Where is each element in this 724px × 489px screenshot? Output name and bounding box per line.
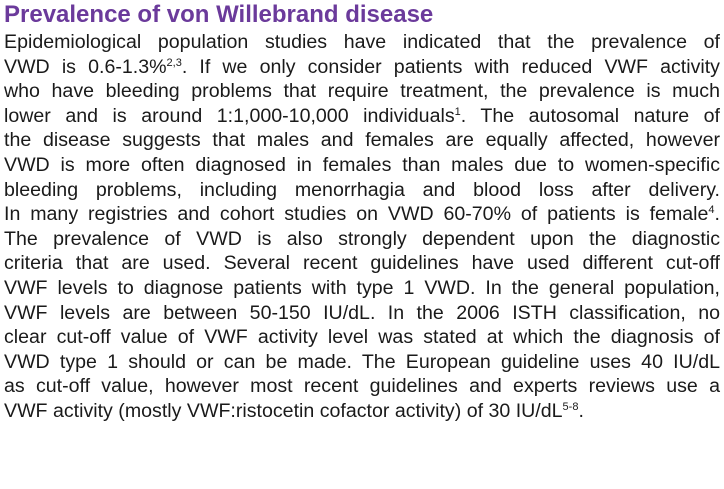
text-run: as cut-off value, however most recent gu…: [4, 375, 720, 398]
text-run: VWD is more often diagnosed in females t…: [4, 153, 720, 176]
paragraph-line: In many registries and cohort studies on…: [4, 202, 720, 227]
text-run: criteria that are used. Several recent g…: [4, 252, 720, 275]
text-run: .: [714, 203, 720, 226]
text-run: In many registries and cohort studies on…: [4, 203, 709, 226]
text-run: bleeding problems, including menorrhagia…: [4, 178, 720, 201]
citation-superscript: 4: [708, 204, 715, 217]
text-run: clear cut-off value of VWF activity leve…: [4, 326, 720, 349]
paragraph-line: VWF activity (mostly VWF:ristocetin cofa…: [4, 399, 720, 424]
text-run: VWF activity (mostly VWF:ristocetin cofa…: [4, 399, 563, 422]
paragraph-line: as cut-off value, however most recent gu…: [4, 374, 720, 399]
text-run: the disease suggests that males and fema…: [4, 129, 720, 152]
text-run: The prevalence of VWD is also strongly d…: [4, 227, 720, 250]
citation-superscript: 1: [454, 105, 461, 118]
text-run: .: [578, 399, 584, 422]
text-run: VWD type 1 should or can be made. The Eu…: [4, 350, 720, 373]
paragraph-line: VWD is more often diagnosed in females t…: [4, 153, 720, 178]
text-run: Epidemiological population studies have …: [4, 31, 720, 53]
text-run: VWF levels are between 50-150 IU/dL. In …: [4, 301, 720, 324]
paragraph-line: bleeding problems, including menorrhagia…: [4, 178, 720, 203]
paragraph-line: The prevalence of VWD is also strongly d…: [4, 227, 720, 252]
text-run: lower and is around 1:1,000-10,000 indiv…: [4, 104, 455, 127]
text-run: . If we only consider patients with redu…: [181, 55, 720, 78]
paragraph-line: lower and is around 1:1,000-10,000 indiv…: [4, 104, 720, 129]
text-run: VWF levels to diagnose patients with typ…: [4, 276, 720, 299]
section-heading: Prevalence of von Willebrand disease: [4, 1, 434, 28]
paragraph-line: VWD type 1 should or can be made. The Eu…: [4, 350, 720, 375]
body-paragraph: Epidemiological population studies have …: [4, 30, 720, 424]
paragraph-line: clear cut-off value of VWF activity leve…: [4, 325, 720, 350]
text-run: VWD is 0.6-1.3%: [4, 55, 167, 78]
paragraph-line: VWF levels to diagnose patients with typ…: [4, 276, 720, 301]
paragraph-line: VWD is 0.6-1.3%2,3. If we only consider …: [4, 55, 720, 80]
text-run: . The autosomal nature of: [460, 104, 720, 127]
paragraph-line: Epidemiological population studies have …: [4, 30, 720, 55]
citation-superscript: 5-8: [562, 400, 579, 413]
paragraph-line: who have bleeding problems that require …: [4, 79, 720, 104]
document-page: Prevalence of von Willebrand disease Epi…: [4, 0, 720, 424]
paragraph-line: criteria that are used. Several recent g…: [4, 251, 720, 276]
citation-superscript: 2,3: [166, 56, 182, 69]
paragraph-line: VWF levels are between 50-150 IU/dL. In …: [4, 301, 720, 326]
text-run: who have bleeding problems that require …: [4, 80, 720, 103]
paragraph-line: the disease suggests that males and fema…: [4, 128, 720, 153]
